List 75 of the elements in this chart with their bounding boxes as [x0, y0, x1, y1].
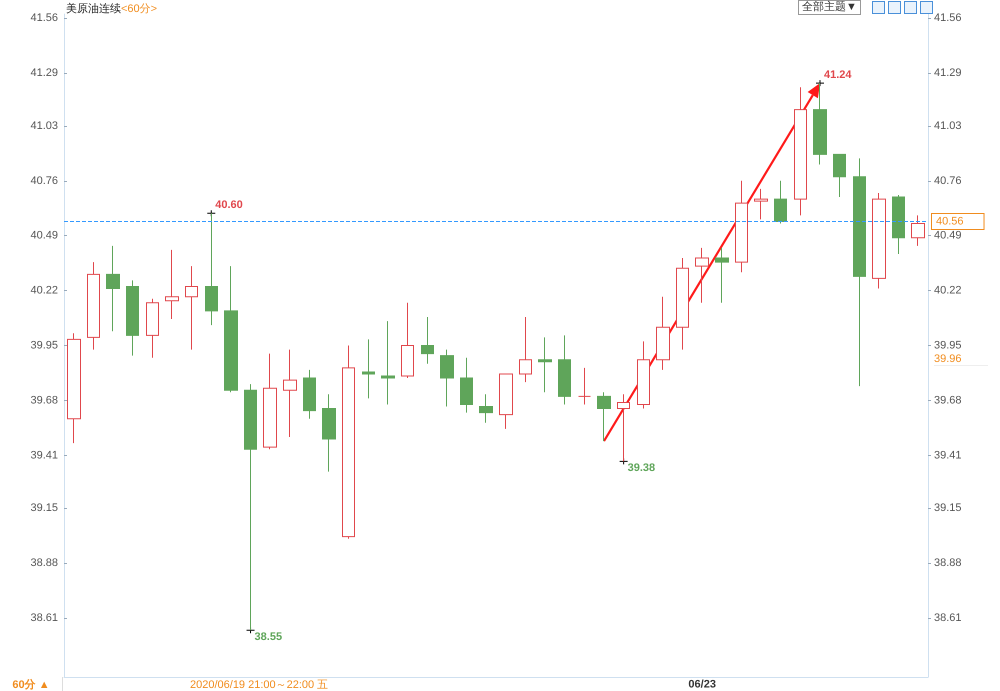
chart-title: 美原油连续 [66, 3, 121, 15]
y2-tick-label: 38.88 [934, 557, 962, 570]
candlestick [538, 336, 552, 393]
candlestick [853, 158, 866, 387]
candlestick [263, 353, 277, 450]
candlestick [401, 302, 414, 379]
candlestick [774, 180, 787, 224]
candlestick [421, 316, 434, 364]
text: 39.96 [934, 353, 988, 366]
candlestick [656, 296, 670, 370]
candlestick [303, 369, 316, 420]
candlestick [322, 394, 336, 472]
candlestick [106, 245, 120, 332]
candlestick [381, 320, 395, 405]
candlestick [676, 258, 689, 350]
ref-line-label: 40.56 [936, 215, 964, 228]
candlestick [833, 154, 846, 198]
candlestick [440, 349, 454, 408]
y-tick-label: 40.76 [30, 174, 58, 187]
y-tick-label: 39.68 [30, 394, 58, 406]
candlestick [362, 338, 375, 399]
candlestick [695, 247, 709, 304]
y-tick-label: 38.61 [30, 612, 58, 624]
annotation: 40.60 [215, 199, 243, 212]
candlestick [224, 266, 238, 393]
y-tick-label: 41.29 [30, 66, 58, 79]
candlestick [558, 334, 571, 405]
x-tick-label: 06/23 [688, 678, 716, 690]
chart-subtitle: <60分> [121, 3, 158, 15]
y-tick-label: 39.15 [30, 502, 58, 514]
annotation: 38.55 [254, 631, 282, 644]
candlestick [479, 394, 493, 424]
y2-tick-label: 40.49 [934, 230, 962, 242]
candlestick [872, 192, 886, 290]
candlestick [519, 316, 532, 383]
y2-tick-label: 38.61 [934, 612, 962, 624]
text: 60分 ▲ [0, 677, 63, 691]
candlestick [87, 262, 100, 350]
candlestick [165, 249, 179, 320]
candlestick [715, 247, 729, 304]
candlestick [735, 180, 748, 273]
text: 2020/06/19 21:00～22:00 五 [190, 678, 328, 691]
candlestick [597, 392, 611, 442]
candlestick [794, 86, 807, 216]
candlestick [892, 194, 905, 254]
y-tick-label: 38.88 [30, 557, 58, 570]
y2-tick-label: 41.29 [934, 66, 962, 79]
annotation: 41.24 [824, 69, 852, 82]
annotation: 39.38 [628, 462, 656, 474]
y-tick-label: 40.22 [30, 284, 58, 297]
candlestick [283, 349, 297, 438]
y2-tick-label: 39.95 [934, 340, 962, 352]
candlestick [754, 188, 768, 220]
y2-tick-label: 39.15 [934, 502, 962, 514]
candlestick [911, 214, 925, 246]
candlestick [637, 340, 650, 410]
y2-tick-label: 40.22 [934, 284, 962, 297]
y2-tick-label: 40.76 [934, 174, 962, 187]
y-tick-label: 40.49 [30, 230, 58, 242]
candlestick [146, 298, 159, 358]
text: 全部主题▼ [798, 0, 861, 15]
candlestick [342, 345, 355, 540]
candlestick [578, 367, 591, 405]
y-tick-label: 41.56 [30, 12, 58, 24]
y2-tick-label: 39.68 [934, 394, 962, 406]
y-tick-label: 39.41 [30, 449, 58, 462]
candlestick [499, 373, 513, 430]
y2-tick-label: 41.03 [934, 120, 962, 132]
candlestick [185, 266, 198, 350]
y2-tick-label: 39.41 [934, 449, 962, 462]
y-tick-label: 39.95 [30, 340, 58, 352]
candlestick [460, 357, 473, 414]
y2-tick-label: 41.56 [934, 12, 962, 24]
candlestick [126, 280, 139, 356]
y-tick-label: 41.03 [30, 120, 58, 132]
